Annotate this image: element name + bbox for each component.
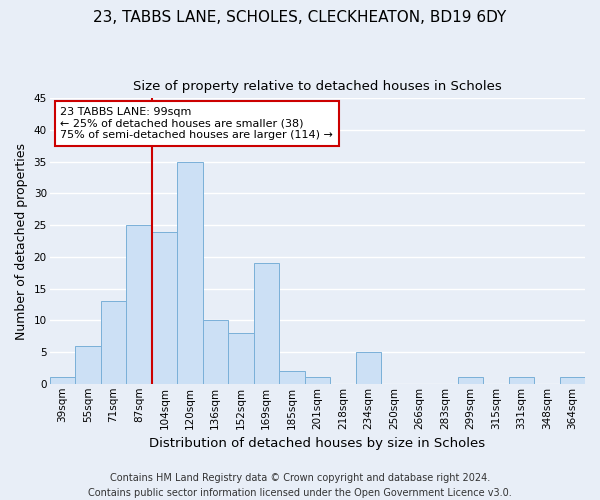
Bar [228,333,254,384]
Title: Size of property relative to detached houses in Scholes: Size of property relative to detached ho… [133,80,502,93]
Bar [177,162,203,384]
Bar [509,378,534,384]
Text: Contains HM Land Registry data © Crown copyright and database right 2024.
Contai: Contains HM Land Registry data © Crown c… [88,472,512,498]
Text: 23, TABBS LANE, SCHOLES, CLECKHEATON, BD19 6DY: 23, TABBS LANE, SCHOLES, CLECKHEATON, BD… [94,10,506,25]
Bar [254,263,279,384]
Bar [279,371,305,384]
Bar [152,232,177,384]
Bar [203,320,228,384]
Bar [75,346,101,384]
Bar [458,378,483,384]
Text: 23 TABBS LANE: 99sqm
← 25% of detached houses are smaller (38)
75% of semi-detac: 23 TABBS LANE: 99sqm ← 25% of detached h… [60,107,333,140]
Bar [126,225,152,384]
Bar [305,378,330,384]
Y-axis label: Number of detached properties: Number of detached properties [15,142,28,340]
Bar [50,378,75,384]
Bar [560,378,585,384]
X-axis label: Distribution of detached houses by size in Scholes: Distribution of detached houses by size … [149,437,485,450]
Bar [101,302,126,384]
Bar [356,352,381,384]
